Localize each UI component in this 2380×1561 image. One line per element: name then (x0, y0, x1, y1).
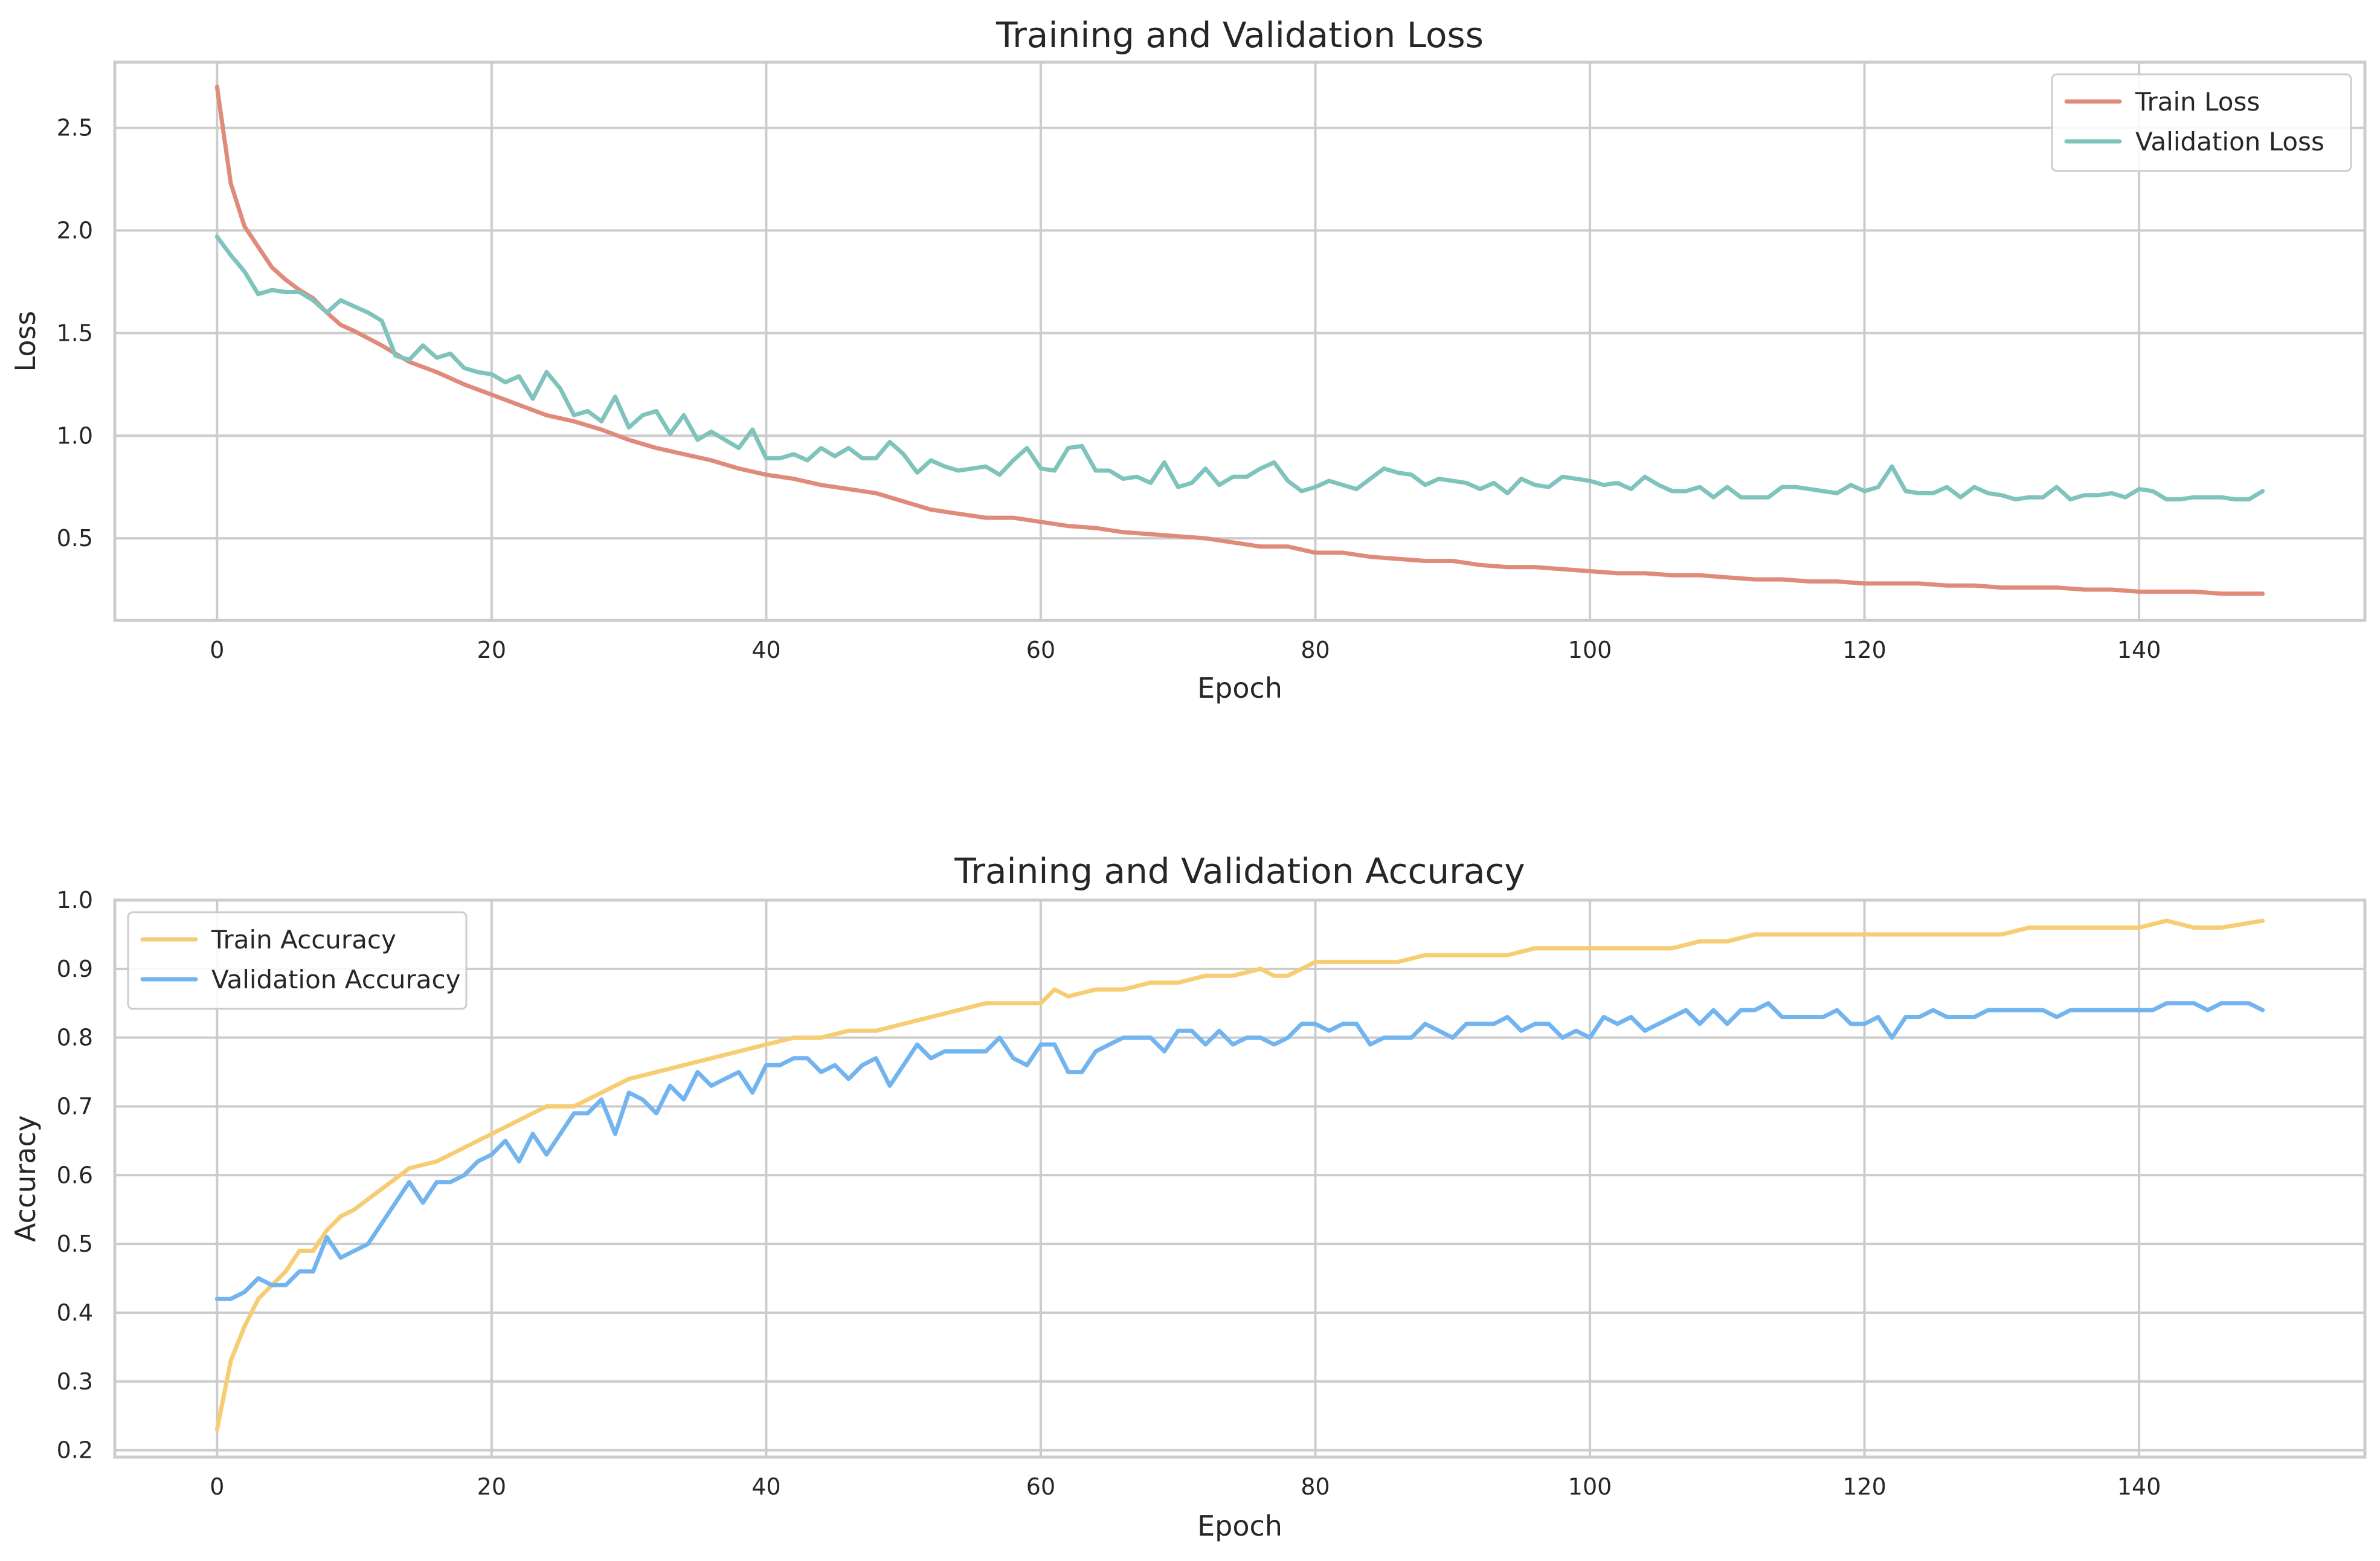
y-tick-label: 0.7 (57, 1093, 93, 1119)
legend-label: Train Loss (2135, 87, 2260, 117)
series-line-train-accuracy (214, 918, 2265, 1432)
x-tick-label: 0 (210, 637, 224, 663)
x-tick-label: 20 (477, 637, 506, 663)
x-tick-label: 0 (210, 1473, 224, 1500)
y-tick-label: 0.8 (57, 1025, 93, 1051)
y-tick-label: 0.6 (57, 1162, 93, 1188)
y-tick-label: 0.9 (57, 956, 93, 982)
chart-title: Training and Validation Loss (995, 14, 1484, 56)
series-line-validation-accuracy (214, 1001, 2265, 1301)
legend: Train Accuracy Validation Accuracy (127, 911, 468, 1010)
y-tick-label: 0.2 (57, 1437, 93, 1464)
chart-title: Training and Validation Accuracy (954, 851, 1525, 892)
x-tick-label: 60 (1026, 637, 1055, 663)
y-tick-label: 0.3 (57, 1368, 93, 1395)
x-tick-label: 80 (1301, 1473, 1330, 1500)
legend-frame (127, 911, 468, 1010)
y-tick-label: 0.5 (57, 525, 93, 552)
legend-label: Validation Loss (2135, 127, 2324, 156)
legend: Train Loss Validation Loss (2051, 73, 2352, 172)
series-line-validation-loss (214, 234, 2265, 502)
x-tick-label: 40 (751, 1473, 780, 1500)
x-tick-label: 60 (1026, 1473, 1055, 1500)
x-tick-label: 80 (1301, 637, 1330, 663)
y-tick-label: 1.0 (57, 422, 93, 449)
x-tick-label: 120 (1842, 1473, 1886, 1500)
x-tick-label: 120 (1842, 637, 1886, 663)
series-line-train-loss (214, 85, 2265, 596)
y-tick-label: 1.0 (57, 887, 93, 913)
plot-frame (113, 898, 2367, 1459)
x-tick-label: 20 (477, 1473, 506, 1500)
legend-frame (2051, 73, 2352, 172)
loss-chart: 0 20 40 60 80 100 120 140 0.5 1.0 1.5 2.0 2.5 Trainin… (9, 14, 2367, 704)
y-tick-label: 2.5 (57, 115, 93, 141)
grid-lines (115, 62, 2365, 620)
legend-label: Train Accuracy (211, 925, 396, 954)
x-axis-label: Epoch (1197, 672, 1282, 704)
y-tick-label: 2.0 (57, 217, 93, 244)
y-tick-label: 1.5 (57, 320, 93, 346)
legend-label: Validation Accuracy (211, 965, 461, 994)
accuracy-chart: 0 20 40 60 80 100 120 140 0.2 0.3 0.4 0.5 0.6 0.7 0.8 0… (9, 851, 2367, 1542)
y-axis-label: Accuracy (9, 1115, 42, 1242)
x-tick-label: 100 (1568, 637, 1612, 663)
x-tick-label: 100 (1568, 1473, 1612, 1500)
x-tick-label: 140 (2117, 1473, 2161, 1500)
y-axis-label: Loss (9, 311, 42, 372)
y-tick-label: 0.4 (57, 1299, 93, 1326)
y-tick-label: 0.5 (57, 1231, 93, 1257)
x-tick-label: 40 (751, 637, 780, 663)
x-axis-label: Epoch (1197, 1510, 1282, 1542)
x-tick-label: 140 (2117, 637, 2161, 663)
plot-frame (113, 60, 2367, 622)
